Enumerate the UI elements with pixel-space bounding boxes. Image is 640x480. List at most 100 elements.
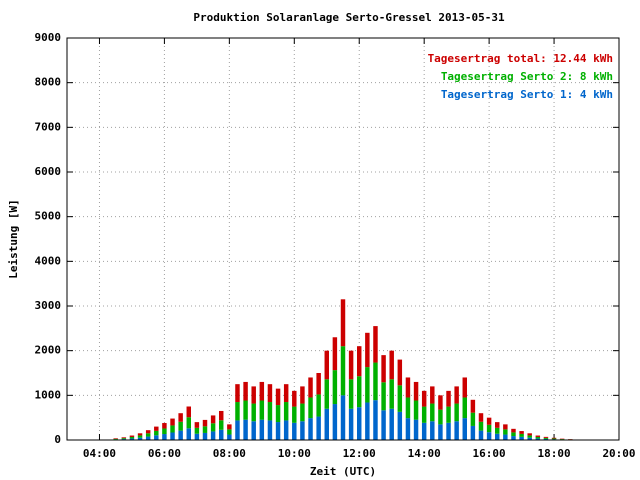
bar-segment <box>357 376 362 408</box>
bar-segment <box>503 434 508 440</box>
bar-segment <box>511 432 516 437</box>
bar-segment <box>348 408 354 440</box>
bar-segment <box>511 428 516 433</box>
bar-segment <box>373 326 378 363</box>
bar-segment <box>405 397 411 419</box>
bar-segment <box>202 432 208 440</box>
bar-segment <box>348 379 354 409</box>
bar-segment <box>543 437 549 439</box>
bar-segment <box>535 438 541 440</box>
y-tick-label: 9000 <box>35 31 62 44</box>
bar-segment <box>283 402 289 421</box>
bar-segment <box>446 406 451 423</box>
bar-segment <box>251 421 256 440</box>
bar-segment <box>219 429 224 440</box>
bar-segment <box>357 407 362 440</box>
bar-segment <box>210 431 216 440</box>
bar-segment <box>413 381 419 401</box>
bar-segment <box>275 422 281 440</box>
bar-segment <box>397 359 403 386</box>
bar-segment <box>324 379 329 409</box>
bar-segment <box>365 332 370 368</box>
bar-segment <box>332 404 338 440</box>
bar-segment <box>373 362 378 401</box>
bar-segment <box>405 418 411 440</box>
bar-segment <box>462 418 467 440</box>
bar-segment <box>259 381 265 401</box>
bar-segment <box>178 413 183 422</box>
y-tick-label: 3000 <box>35 299 62 312</box>
bar-segment <box>162 428 167 435</box>
bar-segment <box>300 421 305 440</box>
bar-segment <box>186 428 191 440</box>
bar-segment <box>543 436 549 438</box>
bar-segment <box>365 367 370 403</box>
bar-segment <box>194 422 200 428</box>
legend-label: Tagesertrag Serto 1: 4 kWh <box>441 88 613 101</box>
bar-segment <box>259 400 265 420</box>
bar-segment <box>259 419 265 440</box>
bar-segment <box>121 438 127 440</box>
bar-segment <box>421 406 427 423</box>
bar-segment <box>340 346 346 396</box>
bar-segment <box>503 429 508 435</box>
y-tick-label: 0 <box>54 433 61 446</box>
bar-segment <box>438 395 443 410</box>
bar-segment <box>137 437 143 440</box>
bar-segment <box>121 437 127 439</box>
bar-segment <box>527 437 532 440</box>
bar-segment <box>145 430 151 434</box>
bar-segment <box>219 410 224 421</box>
bar-segment <box>462 397 467 419</box>
bar-segment <box>162 434 167 440</box>
bar-segment <box>129 436 135 439</box>
bar-segment <box>551 437 557 439</box>
bar-segment <box>495 422 500 428</box>
bar-segment <box>170 425 175 433</box>
bar-segment <box>486 432 492 440</box>
bar-segment <box>446 422 451 440</box>
bar-segment <box>137 435 143 438</box>
bar-segment <box>527 433 532 436</box>
bar-segment <box>243 419 248 440</box>
x-tick-label: 06:00 <box>148 447 181 460</box>
bar-segment <box>170 432 175 440</box>
bar-segment <box>543 438 549 440</box>
bar-segment <box>154 430 159 436</box>
bar-segment <box>267 402 273 421</box>
bar-segment <box>357 346 362 377</box>
bar-segment <box>519 436 524 440</box>
bar-segment <box>219 420 224 430</box>
x-tick-label: 08:00 <box>213 447 246 460</box>
chart-title: Produktion Solaranlage Serto-Gressel 201… <box>193 11 505 24</box>
bar-segment <box>535 435 541 437</box>
bar-segment <box>235 384 240 403</box>
bar-segment <box>227 424 232 430</box>
x-tick-label: 10:00 <box>278 447 311 460</box>
legend-label: Tagesertrag total: 12.44 kWh <box>428 52 613 65</box>
x-tick-label: 18:00 <box>537 447 570 460</box>
bar-segment <box>421 390 427 407</box>
bar-segment <box>210 423 216 432</box>
bar-segment <box>470 399 476 413</box>
bar-segment <box>194 433 200 440</box>
bar-segment <box>462 377 467 398</box>
bar-segment <box>202 419 208 427</box>
bar-segment <box>267 384 273 403</box>
bar-segment <box>292 406 297 423</box>
bar-segment <box>495 427 500 434</box>
bar-segment <box>332 337 338 371</box>
bar-segment <box>454 386 459 404</box>
bar-segment <box>154 435 159 440</box>
bar-segment <box>413 400 419 420</box>
bar-segment <box>503 424 508 430</box>
y-tick-label: 4000 <box>35 254 62 267</box>
bar-segment <box>316 394 321 417</box>
x-axis-label: Zeit (UTC) <box>310 465 376 478</box>
bar-segment <box>389 379 394 409</box>
bar-segment <box>332 370 338 405</box>
bar-segment <box>324 350 329 380</box>
bar-segment <box>275 405 281 423</box>
bar-segment <box>308 418 313 440</box>
bar-segment <box>251 403 256 422</box>
